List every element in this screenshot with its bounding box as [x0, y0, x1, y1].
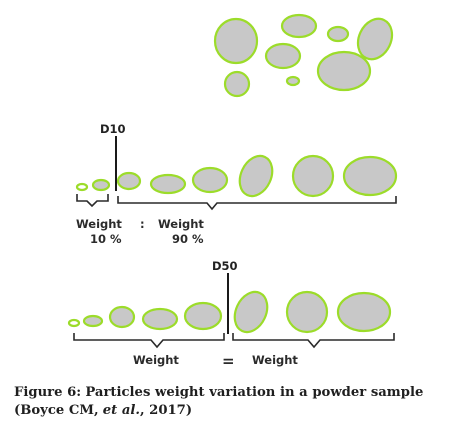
percent-90-label: 90 %: [172, 232, 204, 246]
d10-label: D10: [100, 122, 126, 136]
particle: [336, 291, 392, 333]
particle: [326, 25, 350, 43]
equals-sign: =: [222, 352, 235, 370]
particle: [316, 50, 372, 92]
percent-10-label: 10 %: [90, 232, 122, 246]
particle: [67, 318, 81, 328]
caption-text: Particles weight variation in a powder s…: [14, 385, 424, 418]
particle: [233, 290, 269, 334]
particle: [82, 314, 104, 328]
weight-right-label: Weight: [252, 353, 298, 367]
bracket-right-half: [232, 333, 395, 349]
weight-right-label: Weight: [158, 217, 204, 231]
particle: [223, 70, 251, 98]
particle: [280, 13, 318, 39]
particle: [356, 17, 394, 61]
particle: [264, 42, 302, 70]
weight-left-label: Weight: [76, 217, 122, 231]
colon-separator: :: [140, 217, 145, 231]
particle: [141, 307, 179, 331]
particle: [149, 173, 187, 195]
particle-size-diagram: D10 Weight : Weight 10 % 90 % D50: [67, 13, 398, 370]
particle: [238, 154, 274, 198]
particle: [291, 154, 335, 198]
d50-row: D50 Weight = Weight: [67, 259, 395, 370]
particle: [285, 75, 301, 87]
caption-label: Figure 6:: [14, 385, 82, 400]
particle: [116, 171, 142, 191]
particle: [213, 17, 259, 65]
particle: [285, 290, 329, 334]
caption-et-al: et al.: [102, 403, 140, 418]
bracket-small-particles: [76, 194, 109, 208]
weight-left-label: Weight: [133, 353, 179, 367]
d10-row: D10 Weight : Weight 10 % 90 %: [75, 122, 398, 246]
caption-year: , 2017): [139, 403, 193, 418]
particle: [342, 155, 398, 197]
particle: [191, 166, 229, 194]
particle-cluster: [213, 13, 394, 98]
particle: [183, 301, 223, 331]
particle: [108, 305, 136, 329]
bracket-large-particles: [117, 196, 397, 211]
particle: [75, 182, 89, 192]
figure-caption: Figure 6: Particles weight variation in …: [14, 384, 464, 420]
bracket-left-half: [73, 333, 225, 349]
d50-label: D50: [212, 259, 238, 273]
particle: [91, 178, 111, 192]
